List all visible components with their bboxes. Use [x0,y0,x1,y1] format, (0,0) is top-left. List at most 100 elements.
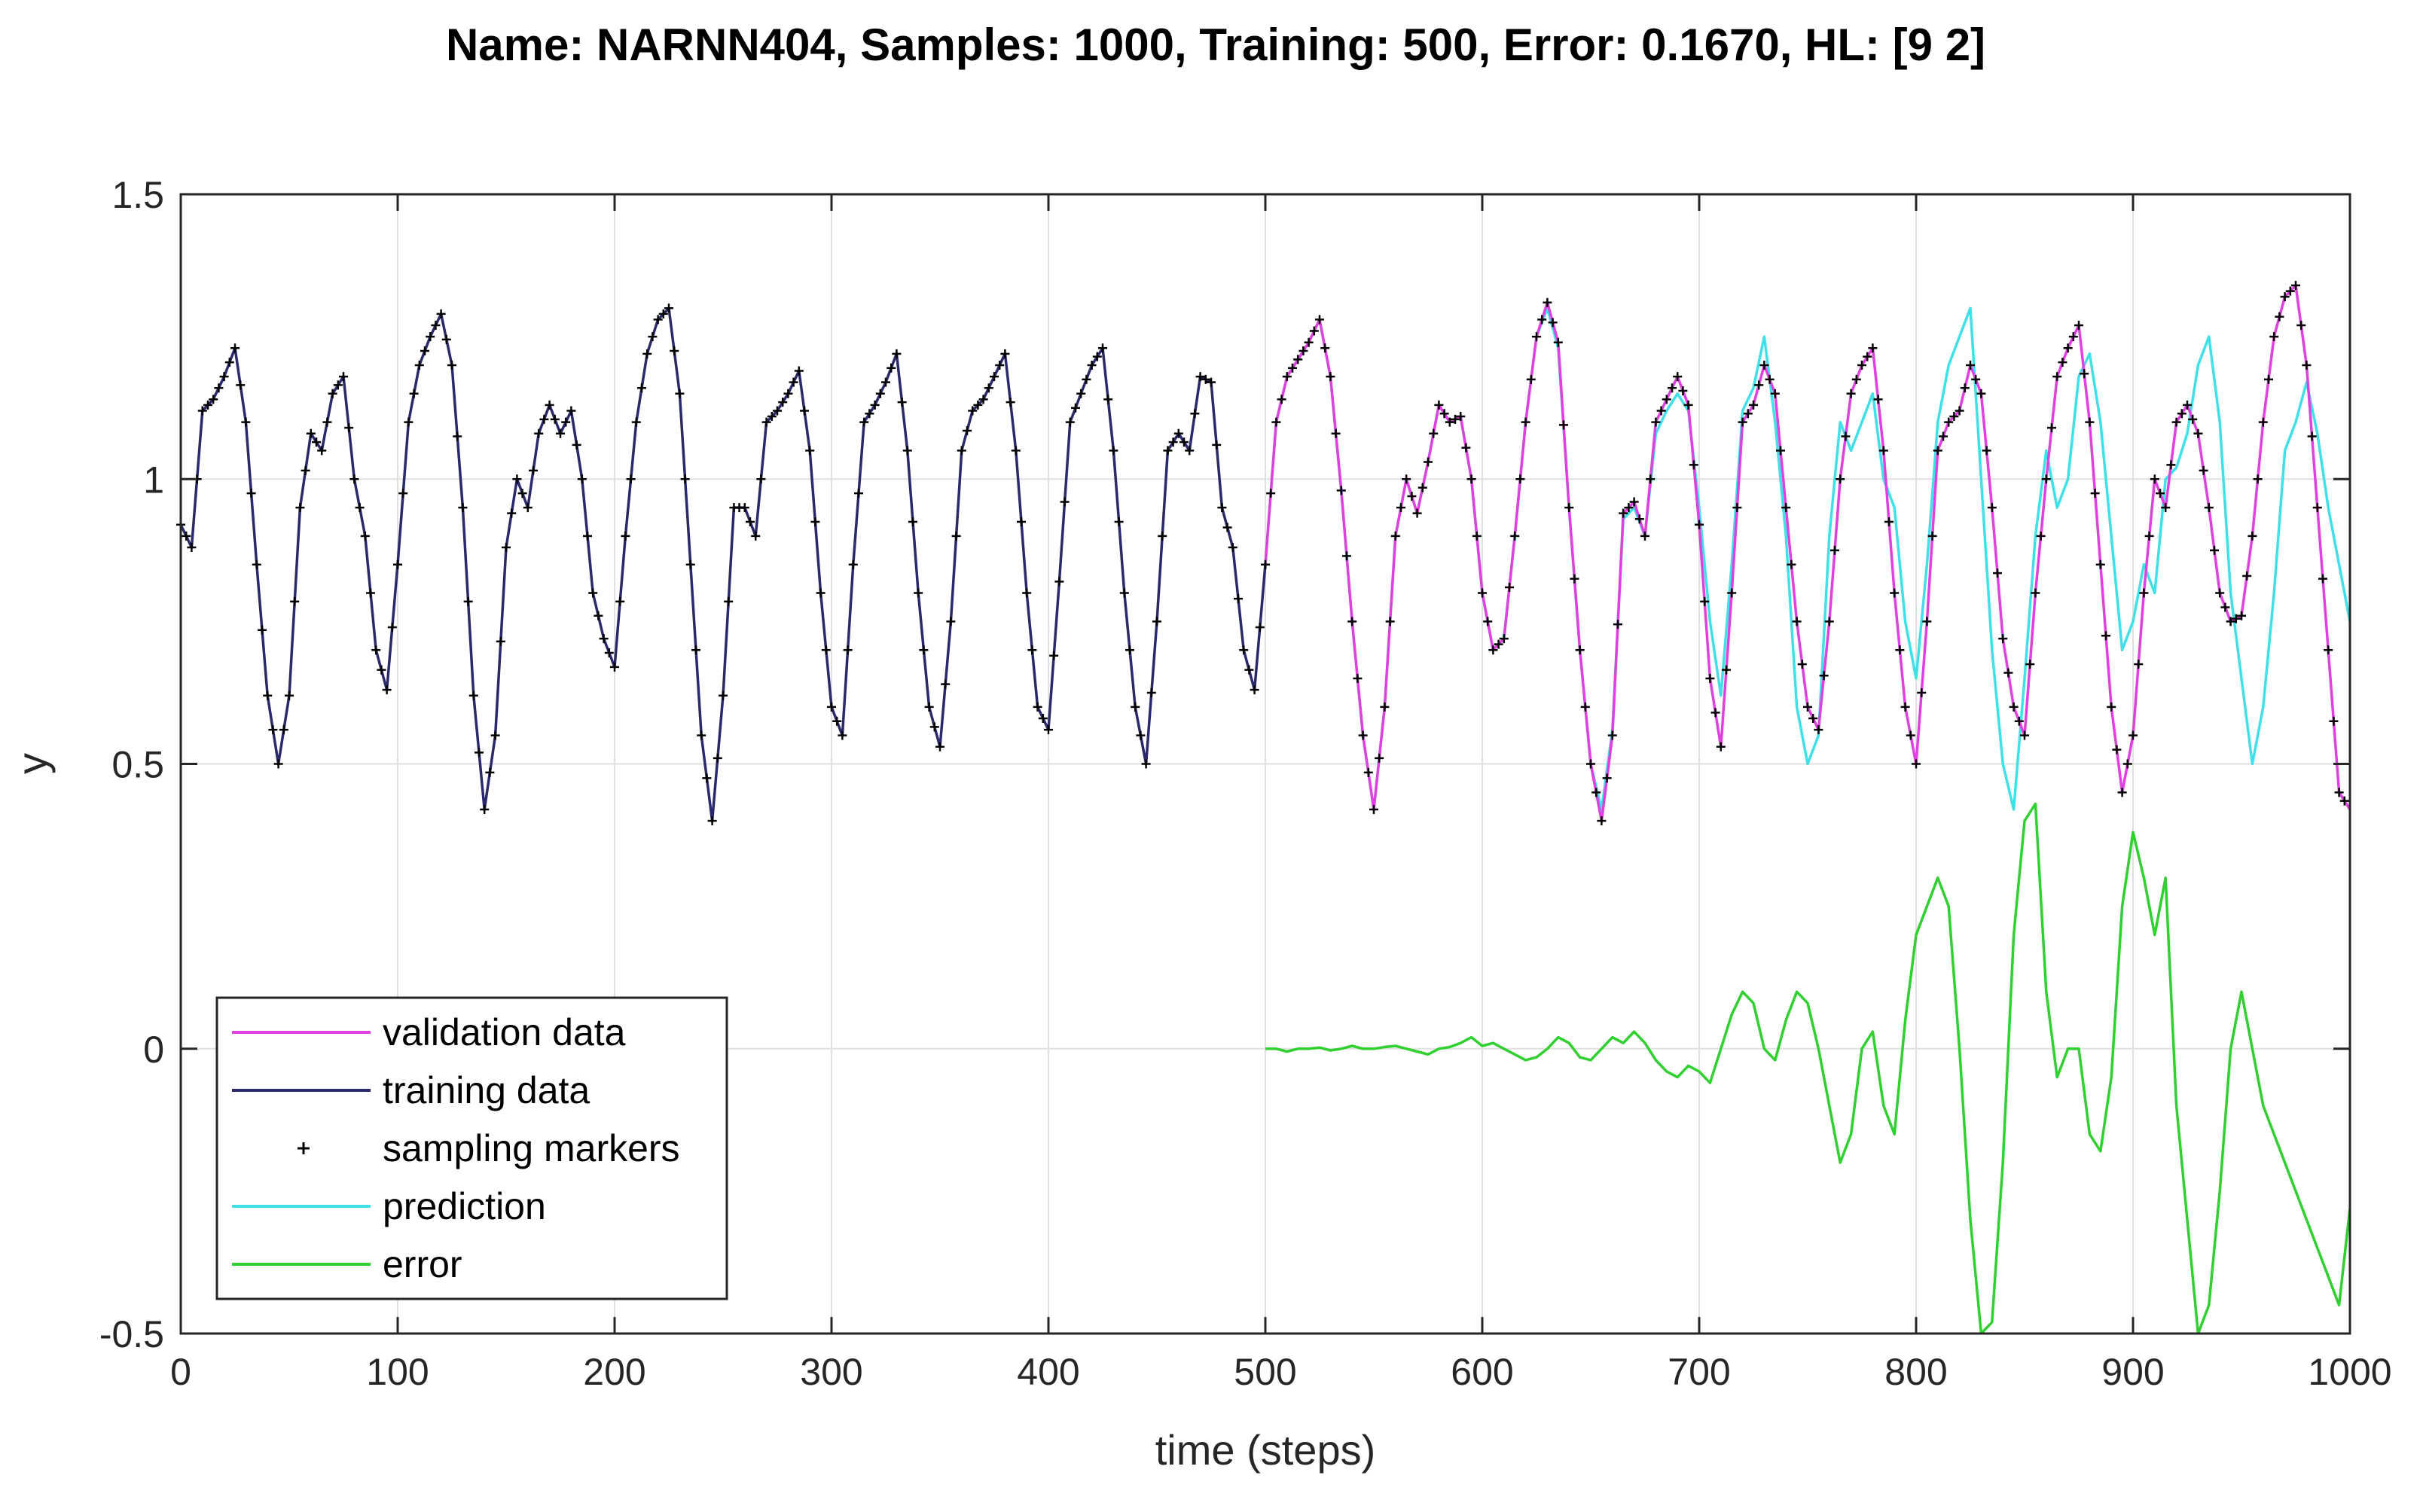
sampling-marker [1668,383,1677,393]
sampling-marker [848,559,858,569]
sampling-marker [1591,788,1601,797]
sampling-marker [2285,286,2295,296]
sampling-marker [1434,400,1444,410]
sampling-marker [1466,474,1476,484]
sampling-marker [1900,702,1910,712]
sampling-marker [2068,332,2078,342]
sampling-marker [610,662,619,672]
x-axis-ticks: 0 100 200 300 400 500 600 700 800 900 1000 [170,194,2392,1393]
sampling-marker [1765,374,1775,384]
sampling-marker [1342,551,1351,561]
sampling-marker [572,440,581,450]
sampling-marker [556,428,565,438]
sampling-marker [794,366,804,376]
sampling-marker [675,389,685,398]
sampling-marker [230,343,240,353]
sampling-marker [599,634,609,644]
sampling-marker [588,588,598,598]
sampling-marker [1261,559,1270,569]
sampling-marker [2058,358,2067,367]
sampling-marker [236,380,246,390]
sampling-marker [1282,372,1292,382]
sampling-marker [1564,503,1574,513]
sampling-marker [377,665,386,675]
sampling-marker [1624,503,1634,513]
sampling-marker [767,412,777,422]
sampling-marker [1749,400,1758,410]
sampling-marker [2291,281,2300,291]
sampling-marker [746,517,755,526]
sampling-marker [2134,660,2144,669]
sampling-marker [1217,503,1227,513]
sampling-marker [2014,716,2024,726]
sampling-marker [2052,372,2062,382]
sampling-marker [1439,409,1449,419]
sampling-marker [1065,417,1075,427]
sampling-marker [1895,645,1905,655]
sampling-marker [1234,594,1243,604]
sampling-marker [2031,588,2040,598]
sampling-marker [2177,409,2186,419]
sampling-marker [2101,631,2110,641]
sampling-marker [1841,431,1851,441]
sampling-marker [1656,406,1666,416]
sampling-marker [2112,745,2122,754]
sampling-marker [1570,574,1579,584]
sampling-marker [475,748,484,758]
sampling-marker [843,645,853,655]
sampling-marker [1738,417,1747,427]
legend-label-training: training data [383,1069,590,1111]
sampling-marker [1510,531,1520,541]
sampling-marker [1146,687,1156,697]
sampling-marker [957,446,966,456]
y-tick-label: -0.5 [99,1313,164,1355]
legend-items: validation data training data sampling mar… [232,1011,680,1285]
sampling-marker [838,730,847,740]
sampling-marker [1803,702,1812,712]
sampling-marker [648,332,658,342]
sampling-marker [502,543,511,553]
sampling-marker [1478,588,1487,598]
sampling-marker [2129,730,2138,740]
sampling-marker [2047,423,2056,433]
sampling-marker [929,722,939,732]
sampling-marker [1136,730,1146,740]
sampling-marker [805,446,815,456]
sampling-marker [2210,545,2219,555]
sampling-marker [653,315,663,325]
sampling-marker [761,417,771,427]
sampling-marker [1640,531,1649,541]
sampling-marker [1271,417,1281,427]
sampling-marker [2199,465,2208,475]
sampling-marker [458,503,468,513]
sampling-marker [642,349,652,358]
sampling-marker [2242,571,2252,581]
sampling-marker [566,406,576,416]
sampling-marker [382,685,392,695]
sampling-marker [539,414,549,424]
sampling-marker [1613,620,1622,629]
sampling-marker [1944,417,1954,427]
sampling-marker [2009,702,2019,712]
legend-label-validation: validation data [383,1011,626,1053]
sampling-marker [1456,412,1466,422]
sampling-marker [1559,420,1568,430]
sampling-marker [436,309,446,319]
sampling-marker [1320,343,1330,353]
sampling-marker [1103,395,1113,404]
sampling-marker [707,816,717,826]
sampling-marker [1304,337,1314,347]
sampling-marker [273,759,283,769]
sampling-marker [631,417,641,427]
sampling-marker [1743,409,1753,419]
sampling-marker [1575,645,1585,655]
sampling-marker [816,588,825,598]
sampling-marker [1228,543,1237,553]
sampling-marker [219,372,229,382]
sampling-marker [1402,474,1411,484]
sampling-marker [2117,788,2127,797]
sampling-marker [1722,665,1731,675]
sampling-marker [1830,545,1839,555]
sampling-marker [713,753,722,763]
